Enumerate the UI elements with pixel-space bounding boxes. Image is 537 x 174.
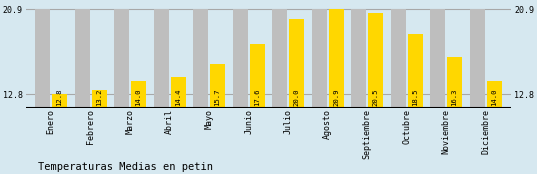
Text: 20.5: 20.5 — [373, 89, 379, 106]
Bar — [447, 57, 462, 108]
Text: 20.9: 20.9 — [333, 89, 339, 106]
Text: 13.2: 13.2 — [96, 89, 102, 106]
Bar — [52, 94, 67, 108]
Text: 20.0: 20.0 — [294, 89, 300, 106]
Text: 17.6: 17.6 — [254, 89, 260, 106]
Bar — [75, 9, 90, 108]
Text: 15.7: 15.7 — [215, 89, 221, 106]
Text: 14.4: 14.4 — [175, 89, 181, 106]
Bar — [210, 64, 225, 108]
Bar — [312, 9, 327, 108]
Bar — [171, 77, 186, 108]
Text: 14.0: 14.0 — [135, 89, 142, 106]
Bar — [329, 9, 344, 108]
Bar — [154, 9, 169, 108]
Bar — [272, 9, 287, 108]
Bar — [368, 13, 383, 108]
Bar — [193, 9, 208, 108]
Text: 14.0: 14.0 — [491, 89, 497, 106]
Text: Temperaturas Medias en petin: Temperaturas Medias en petin — [38, 162, 213, 172]
Bar — [35, 9, 50, 108]
Bar — [431, 9, 446, 108]
Bar — [289, 18, 304, 108]
Bar — [114, 9, 129, 108]
Text: 16.3: 16.3 — [452, 89, 458, 106]
Bar — [351, 9, 366, 108]
Text: 18.5: 18.5 — [412, 89, 418, 106]
Bar — [391, 9, 406, 108]
Bar — [408, 34, 423, 108]
Bar — [91, 90, 106, 108]
Text: 12.8: 12.8 — [56, 89, 62, 106]
Bar — [487, 81, 502, 108]
Bar — [250, 44, 265, 108]
Bar — [131, 81, 146, 108]
Bar — [233, 9, 248, 108]
Bar — [470, 9, 485, 108]
